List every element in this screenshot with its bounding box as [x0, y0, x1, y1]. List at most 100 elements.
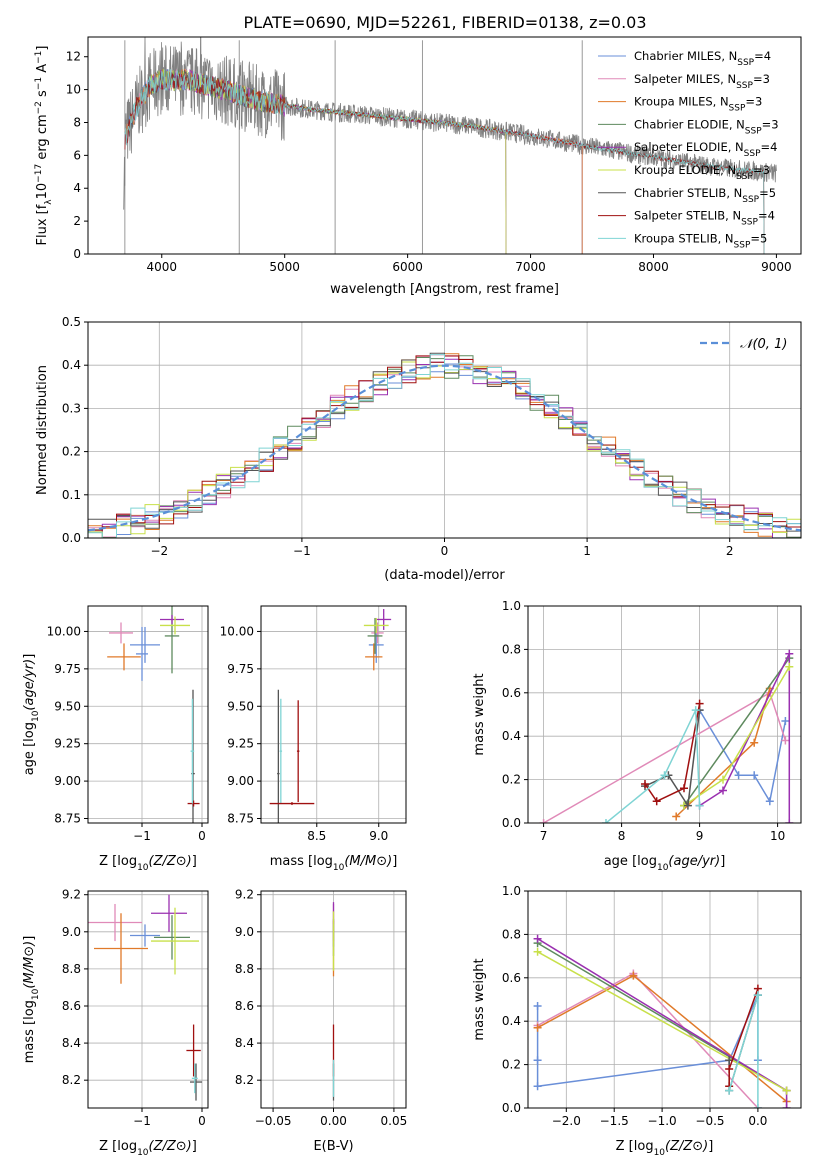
label-part: 10: [31, 988, 41, 1000]
weight-marker: [785, 662, 794, 671]
y-tick-label: 10: [66, 83, 81, 97]
y-tick-label: 8.6: [235, 999, 254, 1013]
y-tick-label: 9.2: [235, 888, 254, 902]
plot-area: [533, 934, 791, 1108]
weight-marker: [680, 784, 688, 793]
label-part: SSP: [745, 126, 762, 136]
plot-area: [88, 894, 202, 1101]
y-tick-label: 10.00: [220, 624, 254, 638]
label-part: (Z/Z⊙): [149, 854, 192, 869]
y-tick-label: 10.00: [47, 624, 81, 638]
axes-frame: [527, 890, 802, 1109]
x-axis-label: mass [log10(M/M⊙)]: [270, 854, 398, 873]
label-part: Salpeter STELIB, N: [634, 209, 741, 223]
weight-marker: [781, 717, 790, 726]
x-tick-label: 9.0: [369, 829, 388, 843]
label-part: mass weight: [472, 673, 487, 755]
legend-entry: Chabrier MILES, NSSP=4: [634, 49, 771, 68]
axes-frame: [260, 605, 407, 824]
weight-marker: [781, 736, 790, 745]
x-tick-label: 9: [696, 829, 704, 843]
label-part: Salpeter MILES, N: [634, 72, 736, 86]
weight-marker: [734, 771, 743, 780]
y-tick-label: 4: [73, 181, 81, 195]
y-tick-label: 0.4: [62, 358, 81, 372]
x-tick-label: −0.5: [695, 1114, 724, 1128]
weight-marker: [725, 1064, 734, 1073]
y-tick-label: 0.6: [502, 686, 521, 700]
x-tick-label: −1: [133, 829, 151, 843]
label-part: SSP: [734, 240, 751, 250]
y-axis-label: mass [log10(M/M⊙)]: [22, 936, 41, 1064]
x-axis-label: (data-model)/error: [384, 568, 505, 583]
plot-area: [539, 649, 794, 823]
label-part: (M/M⊙): [344, 854, 392, 869]
axes-frame: [87, 36, 802, 255]
weight-marker: [533, 1023, 542, 1032]
axes-frame: [527, 605, 802, 824]
weight-marker: [533, 1002, 542, 1011]
y-tick-label: 0.0: [62, 531, 81, 545]
weight-marker: [660, 771, 669, 780]
label-part: SSP: [736, 172, 753, 182]
y-tick-label: 9.75: [54, 662, 81, 676]
axes-frame: [87, 890, 209, 1109]
y-tick-label: 0.4: [502, 729, 521, 743]
label-part: 10: [137, 863, 149, 873]
label-part: −17: [34, 164, 44, 183]
label-part: Kroupa ELODIE, N: [634, 163, 736, 177]
x-tick-label: 0: [198, 1114, 206, 1128]
x-tick-label: 0.05: [381, 1114, 408, 1128]
y-tick-label: 9.2: [62, 888, 81, 902]
label-part: ]: [392, 854, 397, 869]
x-tick-label: −2.0: [552, 1114, 581, 1128]
label-part: λ: [44, 199, 54, 205]
y-tick-label: 9.50: [227, 699, 254, 713]
y-tick-label: 0.8: [502, 927, 521, 941]
y-tick-label: 8.4: [62, 1036, 81, 1050]
y-tick-label: 8.6: [62, 999, 81, 1013]
label-part: (Z/Z⊙): [665, 1139, 708, 1154]
label-part: ]: [22, 936, 37, 941]
x-axis-label: Z [log10(Z/Z⊙)]: [99, 854, 197, 873]
weight-marker: [719, 775, 727, 784]
label-part: (Z/Z⊙): [149, 1139, 192, 1154]
label-part: age [log: [22, 722, 37, 775]
y-tick-label: 9.25: [227, 737, 254, 751]
label-part: (age/yr): [22, 659, 37, 711]
x-tick-label: −0.05: [255, 1114, 292, 1128]
weight-marker: [533, 934, 542, 943]
legend-entry: Salpeter STELIB, NSSP=4: [634, 209, 775, 228]
label-part: ]: [708, 1139, 713, 1154]
model-spectrum-kroupa-stelib: [124, 69, 765, 254]
label-part: SSP: [742, 195, 759, 205]
plot-area: [107, 606, 200, 823]
y-tick-label: 0.1: [62, 488, 81, 502]
weight-marker: [533, 1056, 542, 1065]
y-tick-label: 8.8: [62, 962, 81, 976]
weight-line-chabrier-elodie: [683, 657, 790, 807]
weight-marker: [750, 771, 759, 780]
weight-line-salpeter-stelib: [644, 703, 701, 803]
x-tick-label: −1: [133, 1114, 151, 1128]
y-tick-label: 0.2: [502, 773, 521, 787]
chart-spectrum: 4000 5000 6000 7000 8000 9000 0 2 4 6 8 10 12 Chabrie…: [34, 36, 802, 297]
y-tick-label: 9.00: [54, 774, 81, 788]
label-part: 10: [654, 1148, 666, 1158]
label-part: =5: [750, 231, 767, 245]
y-tick-label: 0.0: [502, 1101, 521, 1115]
label-part: =4: [754, 49, 771, 63]
axes-frame: [87, 605, 209, 824]
normal-curve: [88, 364, 801, 532]
weight-marker: [602, 819, 610, 823]
x-tick-label: −1: [293, 544, 311, 558]
y-tick-label: 8: [73, 115, 81, 129]
y-tick-label: 2: [73, 214, 81, 228]
weight-marker: [750, 738, 759, 747]
label-part: age [log: [604, 854, 657, 869]
label-part: s: [35, 90, 50, 101]
weight-line-kroupa-stelib: [605, 709, 701, 823]
plot-area: [123, 37, 777, 254]
